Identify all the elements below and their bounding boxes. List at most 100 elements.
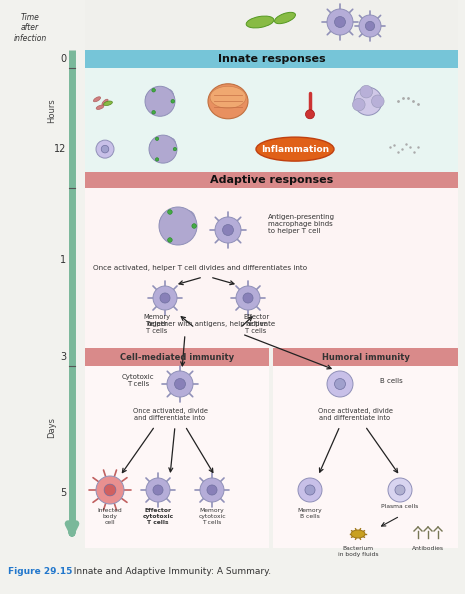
Circle shape (155, 158, 159, 161)
Circle shape (388, 478, 412, 502)
Text: Inflammation: Inflammation (261, 144, 329, 154)
Text: Plasma cells: Plasma cells (381, 504, 418, 509)
Text: 5: 5 (60, 488, 66, 498)
Ellipse shape (93, 97, 100, 102)
Circle shape (180, 210, 195, 226)
Circle shape (159, 207, 197, 245)
Text: Antibodies: Antibodies (412, 546, 444, 551)
Circle shape (354, 87, 382, 115)
Ellipse shape (256, 137, 334, 161)
Bar (85, 366, 269, 548)
Circle shape (101, 146, 109, 153)
Text: Infected
body
cell: Infected body cell (98, 508, 122, 525)
Circle shape (154, 103, 166, 115)
Text: Innate and Adaptive Immunity: A Summary.: Innate and Adaptive Immunity: A Summary. (68, 567, 271, 577)
Ellipse shape (274, 12, 295, 24)
Ellipse shape (246, 16, 274, 28)
Ellipse shape (210, 86, 246, 108)
Text: Once activated, divide
and differentiate into: Once activated, divide and differentiate… (318, 407, 392, 421)
Circle shape (153, 485, 163, 495)
Circle shape (395, 485, 405, 495)
Text: 1: 1 (60, 255, 66, 265)
Ellipse shape (96, 105, 104, 109)
Text: Effector
helper
T cells: Effector helper T cells (243, 314, 269, 334)
Circle shape (145, 86, 175, 116)
Ellipse shape (351, 530, 365, 538)
Text: Together with antigens, help activate: Together with antigens, help activate (145, 321, 275, 327)
Bar (85, 0, 458, 50)
Circle shape (306, 110, 314, 119)
Text: Adaptive responses: Adaptive responses (210, 175, 333, 185)
Text: Hours: Hours (47, 99, 57, 124)
Circle shape (223, 225, 233, 235)
Ellipse shape (104, 101, 113, 106)
Circle shape (365, 21, 375, 31)
Circle shape (171, 99, 174, 103)
Text: Memory
cytotoxic
T cells: Memory cytotoxic T cells (198, 508, 226, 525)
Bar (85, 348, 269, 366)
Circle shape (159, 214, 175, 230)
Text: Effector
cytotoxic
T cells: Effector cytotoxic T cells (142, 508, 173, 525)
Circle shape (243, 293, 253, 303)
Text: 12: 12 (53, 144, 66, 154)
Text: 0: 0 (60, 54, 66, 64)
Circle shape (327, 9, 353, 35)
Circle shape (236, 286, 260, 310)
Circle shape (327, 371, 353, 397)
Circle shape (207, 485, 217, 495)
Circle shape (157, 151, 169, 162)
Text: Innate responses: Innate responses (218, 54, 326, 64)
Circle shape (200, 478, 224, 502)
Circle shape (150, 141, 161, 152)
Text: Memory
B cells: Memory B cells (298, 508, 322, 519)
Circle shape (215, 217, 241, 243)
Circle shape (149, 135, 177, 163)
Text: 3: 3 (60, 352, 66, 362)
Text: Cytotoxic
T cells: Cytotoxic T cells (122, 374, 154, 387)
Bar (85, 68, 458, 172)
Circle shape (96, 140, 114, 158)
Circle shape (359, 15, 381, 37)
Circle shape (152, 89, 155, 92)
Bar (85, 172, 458, 188)
Circle shape (96, 476, 124, 504)
Text: Once activated, helper T cell divides and differentiates into: Once activated, helper T cell divides an… (93, 265, 307, 271)
Text: Humoral immunity: Humoral immunity (322, 352, 410, 362)
Text: Days: Days (47, 418, 57, 438)
Bar (273, 348, 458, 366)
Circle shape (161, 89, 173, 101)
Circle shape (360, 86, 372, 98)
Circle shape (372, 95, 384, 108)
Circle shape (334, 378, 345, 390)
Circle shape (192, 224, 196, 228)
Circle shape (168, 238, 172, 242)
Text: Figure 29.15: Figure 29.15 (8, 567, 73, 577)
Circle shape (168, 210, 172, 214)
Circle shape (164, 138, 176, 149)
Bar (273, 366, 458, 548)
Circle shape (167, 371, 193, 397)
Text: Bacterium
in body fluids: Bacterium in body fluids (338, 546, 378, 557)
Circle shape (146, 92, 158, 104)
Circle shape (146, 478, 170, 502)
Circle shape (298, 478, 322, 502)
Circle shape (152, 110, 155, 114)
Circle shape (352, 99, 365, 111)
Text: Time
after
infection: Time after infection (13, 13, 46, 43)
Circle shape (160, 293, 170, 303)
Ellipse shape (208, 84, 248, 119)
Text: Once activated, divide
and differentiate into: Once activated, divide and differentiate… (133, 407, 207, 421)
Text: Cell-mediated immunity: Cell-mediated immunity (120, 352, 234, 362)
Text: Antigen-presenting
macrophage binds
to helper T cell: Antigen-presenting macrophage binds to h… (268, 214, 335, 234)
Bar (85, 50, 458, 68)
Circle shape (174, 378, 186, 390)
Circle shape (170, 229, 186, 244)
Circle shape (173, 147, 177, 151)
Ellipse shape (102, 99, 108, 105)
Circle shape (155, 137, 159, 141)
Circle shape (334, 17, 345, 27)
Circle shape (305, 485, 315, 495)
Text: Memory
helper
T cells: Memory helper T cells (144, 314, 171, 334)
Circle shape (153, 286, 177, 310)
Circle shape (104, 484, 116, 496)
